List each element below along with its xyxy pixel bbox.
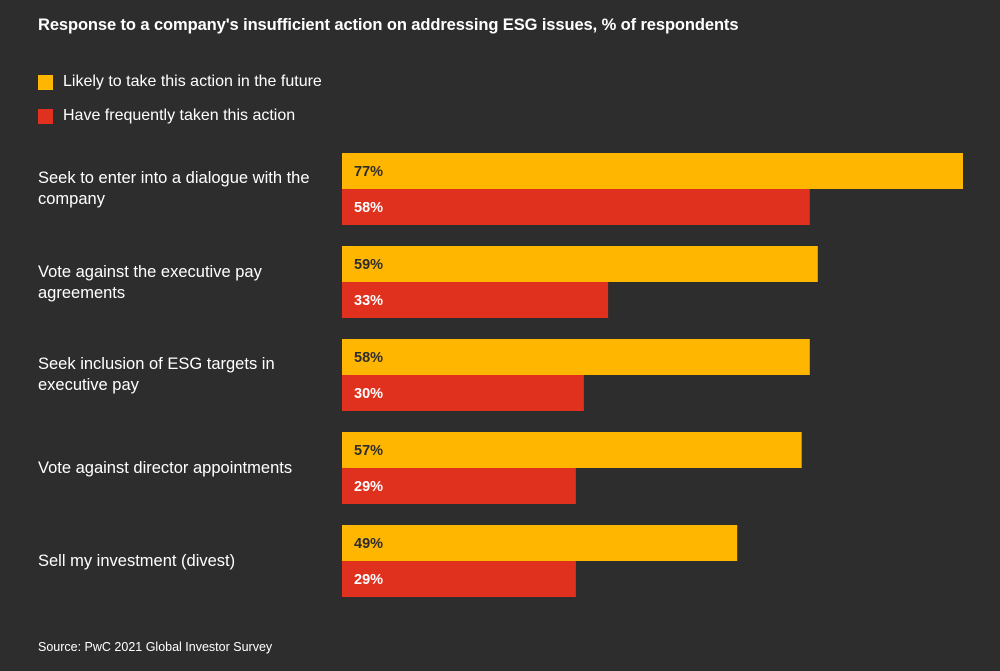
data-label: 59%: [354, 257, 383, 273]
data-label: 29%: [354, 479, 383, 495]
data-label: 77%: [354, 164, 383, 180]
bar-taken: [342, 561, 576, 597]
legend-item-taken: Have frequently taken this action: [38, 99, 322, 133]
legend-item-future: Likely to take this action in the future: [38, 65, 322, 99]
data-label: 29%: [354, 572, 383, 588]
bar-taken: [342, 375, 584, 411]
bar-taken: [342, 468, 576, 504]
bar-future: [342, 246, 818, 282]
chart-title: Response to a company's insufficient act…: [38, 16, 739, 34]
bar-taken: [342, 189, 810, 225]
category-label: Vote against director appointments: [38, 459, 293, 477]
data-label: 33%: [354, 293, 383, 309]
bar-future: [342, 525, 738, 561]
bar-future: [342, 432, 802, 468]
category-label: Seek to enter into a dialogue with the c…: [38, 169, 310, 208]
data-label: 58%: [354, 200, 383, 216]
data-label: 30%: [354, 386, 383, 402]
bar-future: [342, 339, 810, 375]
legend-label-future: Likely to take this action in the future: [63, 73, 322, 90]
data-label: 57%: [354, 443, 383, 459]
bar-taken: [342, 282, 609, 318]
legend: Likely to take this action in the future…: [38, 65, 322, 133]
legend-label-taken: Have frequently taken this action: [63, 107, 296, 124]
data-label: 58%: [354, 350, 383, 366]
category-label: Sell my investment (divest): [38, 552, 236, 570]
source-note: Source: PwC 2021 Global Investor Survey: [38, 640, 273, 654]
category-label: Vote against the executive pay agreement…: [38, 263, 262, 302]
data-label: 49%: [354, 536, 383, 552]
bar-future: [342, 153, 963, 189]
legend-swatch-taken: [38, 108, 53, 124]
category-label: Seek inclusion of ESG targets in executi…: [38, 355, 275, 394]
legend-swatch-future: [38, 74, 53, 90]
